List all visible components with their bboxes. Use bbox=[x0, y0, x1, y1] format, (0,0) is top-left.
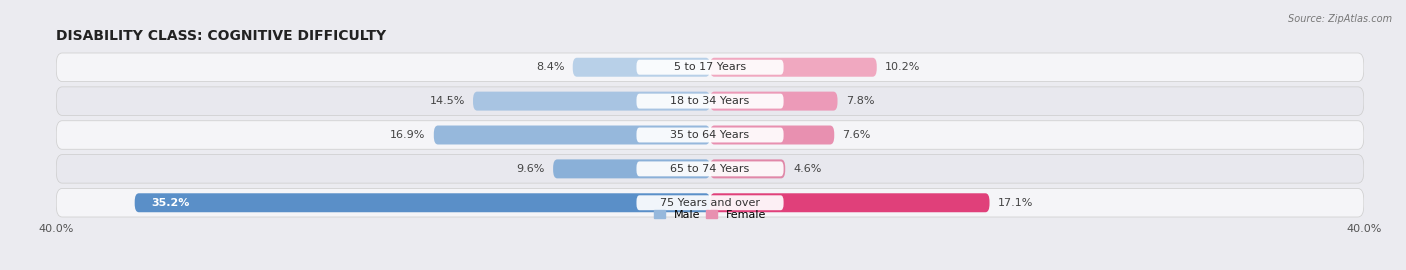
Text: 5 to 17 Years: 5 to 17 Years bbox=[673, 62, 747, 72]
FancyBboxPatch shape bbox=[56, 121, 1364, 149]
FancyBboxPatch shape bbox=[472, 92, 710, 111]
FancyBboxPatch shape bbox=[572, 58, 710, 77]
FancyBboxPatch shape bbox=[56, 87, 1364, 115]
FancyBboxPatch shape bbox=[56, 155, 1364, 183]
Text: 18 to 34 Years: 18 to 34 Years bbox=[671, 96, 749, 106]
FancyBboxPatch shape bbox=[637, 127, 783, 143]
FancyBboxPatch shape bbox=[553, 159, 710, 178]
Text: 65 to 74 Years: 65 to 74 Years bbox=[671, 164, 749, 174]
FancyBboxPatch shape bbox=[637, 94, 783, 109]
Text: 10.2%: 10.2% bbox=[884, 62, 921, 72]
Text: 8.4%: 8.4% bbox=[536, 62, 565, 72]
Text: 16.9%: 16.9% bbox=[391, 130, 426, 140]
Text: 7.6%: 7.6% bbox=[842, 130, 870, 140]
FancyBboxPatch shape bbox=[710, 193, 990, 212]
Text: 9.6%: 9.6% bbox=[516, 164, 546, 174]
Text: 4.6%: 4.6% bbox=[793, 164, 821, 174]
Text: DISABILITY CLASS: COGNITIVE DIFFICULTY: DISABILITY CLASS: COGNITIVE DIFFICULTY bbox=[56, 29, 387, 43]
FancyBboxPatch shape bbox=[710, 58, 877, 77]
FancyBboxPatch shape bbox=[710, 159, 785, 178]
Text: 17.1%: 17.1% bbox=[998, 198, 1033, 208]
FancyBboxPatch shape bbox=[135, 193, 710, 212]
FancyBboxPatch shape bbox=[637, 60, 783, 75]
FancyBboxPatch shape bbox=[637, 161, 783, 176]
FancyBboxPatch shape bbox=[434, 126, 710, 144]
Legend: Male, Female: Male, Female bbox=[650, 205, 770, 224]
Text: 75 Years and over: 75 Years and over bbox=[659, 198, 761, 208]
FancyBboxPatch shape bbox=[637, 195, 783, 210]
FancyBboxPatch shape bbox=[56, 53, 1364, 82]
Text: 7.8%: 7.8% bbox=[845, 96, 875, 106]
Text: 35 to 64 Years: 35 to 64 Years bbox=[671, 130, 749, 140]
Text: Source: ZipAtlas.com: Source: ZipAtlas.com bbox=[1288, 14, 1392, 23]
Text: 14.5%: 14.5% bbox=[429, 96, 465, 106]
Text: 35.2%: 35.2% bbox=[150, 198, 190, 208]
FancyBboxPatch shape bbox=[710, 126, 834, 144]
FancyBboxPatch shape bbox=[56, 188, 1364, 217]
FancyBboxPatch shape bbox=[710, 92, 838, 111]
